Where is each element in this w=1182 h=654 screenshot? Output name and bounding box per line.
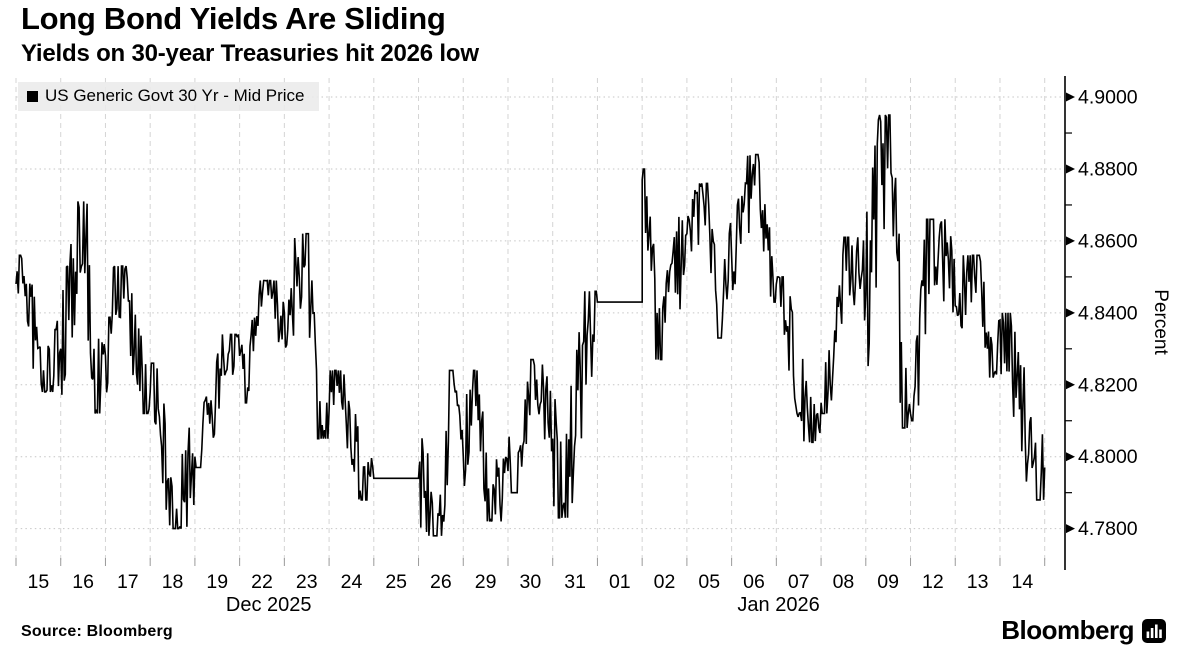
y-tick-label: 4.7800 (1078, 518, 1138, 540)
y-axis-tick-arrow (1066, 236, 1075, 246)
y-tick-label: 4.8400 (1078, 302, 1138, 324)
legend-swatch-icon (27, 90, 38, 102)
y-tick-label: 4.8600 (1078, 230, 1138, 252)
legend-label: US Generic Govt 30 Yr - Mid Price (45, 86, 305, 105)
page-subtitle: Yields on 30-year Treasuries hit 2026 lo… (21, 40, 479, 67)
x-tick-label: 18 (162, 571, 184, 593)
x-tick-label: 13 (967, 571, 989, 593)
x-tick-label: 05 (698, 571, 720, 593)
y-axis-tick-arrow (1066, 380, 1075, 390)
y-axis-tick-arrow (1066, 92, 1075, 102)
y-axis-tick-arrow (1066, 452, 1075, 462)
x-tick-label: 12 (922, 571, 944, 593)
x-tick-label: 17 (117, 571, 139, 593)
x-tick-label: 31 (564, 571, 586, 593)
month-label: Jan 2026 (737, 594, 819, 616)
y-tick-label: 4.9000 (1078, 87, 1138, 109)
x-tick-label: 01 (609, 571, 631, 593)
x-tick-label: 08 (833, 571, 855, 593)
y-tick-label: 4.8800 (1078, 158, 1138, 180)
y-tick-label: 4.8000 (1078, 446, 1138, 468)
brand-wordmark: Bloomberg (1001, 615, 1134, 645)
x-tick-label: 02 (654, 571, 676, 593)
x-tick-label: 29 (475, 571, 497, 593)
x-tick-label: 25 (385, 571, 407, 593)
x-tick-label: 14 (1011, 571, 1033, 593)
chart-legend: US Generic Govt 30 Yr - Mid Price (18, 82, 319, 111)
x-tick-label: 26 (430, 571, 452, 593)
x-tick-label: 30 (519, 571, 541, 593)
y-axis-title: Percent (1150, 289, 1171, 355)
price-series-line (15, 114, 1046, 537)
x-tick-label: 24 (341, 571, 363, 593)
x-tick-label: 22 (251, 571, 273, 593)
page-title: Long Bond Yields Are Sliding (21, 1, 446, 36)
x-tick-label: 15 (28, 571, 50, 593)
source-note: Source: Bloomberg (21, 623, 173, 640)
y-axis-tick-arrow (1066, 524, 1075, 534)
month-label: Dec 2025 (226, 594, 312, 616)
y-tick-label: 4.8200 (1078, 374, 1138, 396)
x-tick-label: 16 (72, 571, 94, 593)
x-tick-label: 19 (206, 571, 228, 593)
x-tick-label: 06 (743, 571, 765, 593)
x-tick-label: 07 (788, 571, 810, 593)
bloomberg-terminal-icon (1142, 618, 1166, 643)
x-tick-label: 23 (296, 571, 318, 593)
y-axis-tick-arrow (1066, 164, 1075, 174)
y-axis-tick-arrow (1066, 308, 1075, 318)
x-tick-label: 09 (877, 571, 899, 593)
brand-mark: Bloomberg (1001, 615, 1166, 646)
